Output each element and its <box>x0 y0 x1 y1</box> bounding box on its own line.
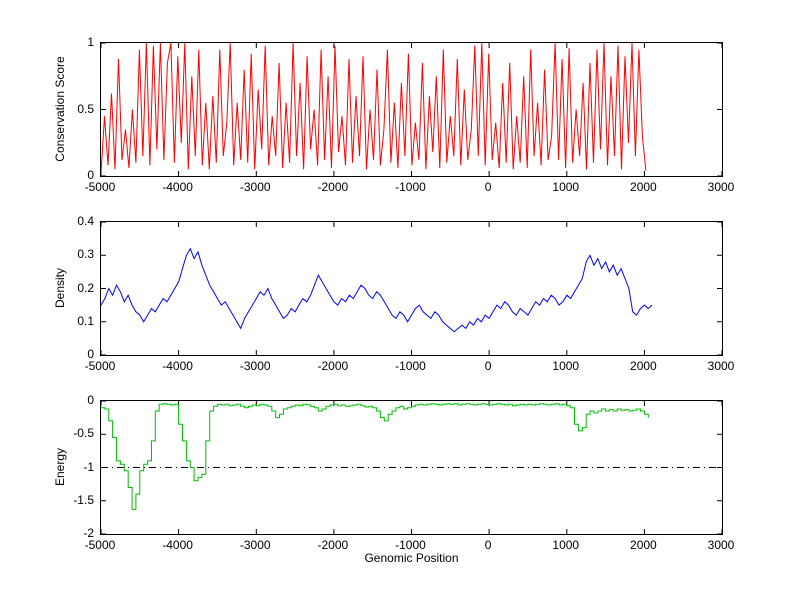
tick-marks <box>101 222 722 355</box>
y-tick-label: -1.5 <box>73 492 94 507</box>
conservation-score-plot-line <box>101 43 647 174</box>
x-tick-label: -1000 <box>395 359 426 373</box>
y-tick-label: 0.1 <box>77 313 94 328</box>
x-tick-label: -3000 <box>239 180 271 194</box>
x-tick-label: -3000 <box>239 538 271 552</box>
x-tick-label: -4000 <box>162 180 193 194</box>
x-tick-label: 3000 <box>707 359 735 373</box>
tick-marks <box>101 43 722 176</box>
axes-conservation-score <box>100 42 723 177</box>
x-axis-label-genomic-position: Genomic Position <box>364 551 459 565</box>
y-tick-label: 0.4 <box>77 214 94 228</box>
x-tick-label: -2000 <box>317 538 349 552</box>
y-tick-label: 0 <box>87 347 94 361</box>
x-tick-label: 0 <box>484 538 492 552</box>
x-tick-label: 2000 <box>630 359 657 373</box>
x-tick-label: -2000 <box>317 359 349 373</box>
x-tick-label: 0 <box>484 180 492 194</box>
axes-energy <box>100 400 723 535</box>
x-tick-label: 0 <box>484 359 492 373</box>
axes-density <box>100 221 723 356</box>
y-tick-label: 0 <box>87 168 94 182</box>
x-tick-label: 3000 <box>707 538 735 552</box>
y-tick-label: 0 <box>87 393 94 407</box>
x-tick-label: 1000 <box>552 538 580 552</box>
density-plot-line <box>101 247 653 333</box>
x-tick-label: -3000 <box>239 359 271 373</box>
x-tick-label: -2000 <box>317 180 349 194</box>
x-tick-label: 1000 <box>552 180 580 194</box>
x-tick-label: 3000 <box>707 180 735 194</box>
x-tick-label: -5000 <box>84 180 116 194</box>
tick-marks <box>101 401 722 534</box>
y-tick-label: -0.5 <box>73 426 94 441</box>
x-tick-label: -4000 <box>162 538 193 552</box>
x-tick-label: 2000 <box>630 538 657 552</box>
y-tick-label: 0.2 <box>77 280 94 295</box>
y-tick-label: 1 <box>87 35 94 49</box>
y-tick-label: -1 <box>83 459 94 474</box>
x-tick-label: -4000 <box>162 359 193 373</box>
y-tick-label: -2 <box>83 526 94 540</box>
x-tick-label: -1000 <box>395 538 426 552</box>
x-tick-label: -5000 <box>84 538 116 552</box>
energy-plot-line <box>101 403 649 510</box>
x-tick-label: -1000 <box>395 180 426 194</box>
y-tick-label: 0.3 <box>77 247 94 262</box>
y-tick-label: 0.5 <box>77 101 94 116</box>
density-plot-canvas <box>101 222 722 355</box>
conservation-score-plot-canvas <box>101 43 722 176</box>
x-tick-label: 2000 <box>630 180 657 194</box>
x-tick-label: -5000 <box>84 359 116 373</box>
energy-plot-canvas <box>101 401 722 534</box>
x-tick-label: 1000 <box>552 359 580 373</box>
